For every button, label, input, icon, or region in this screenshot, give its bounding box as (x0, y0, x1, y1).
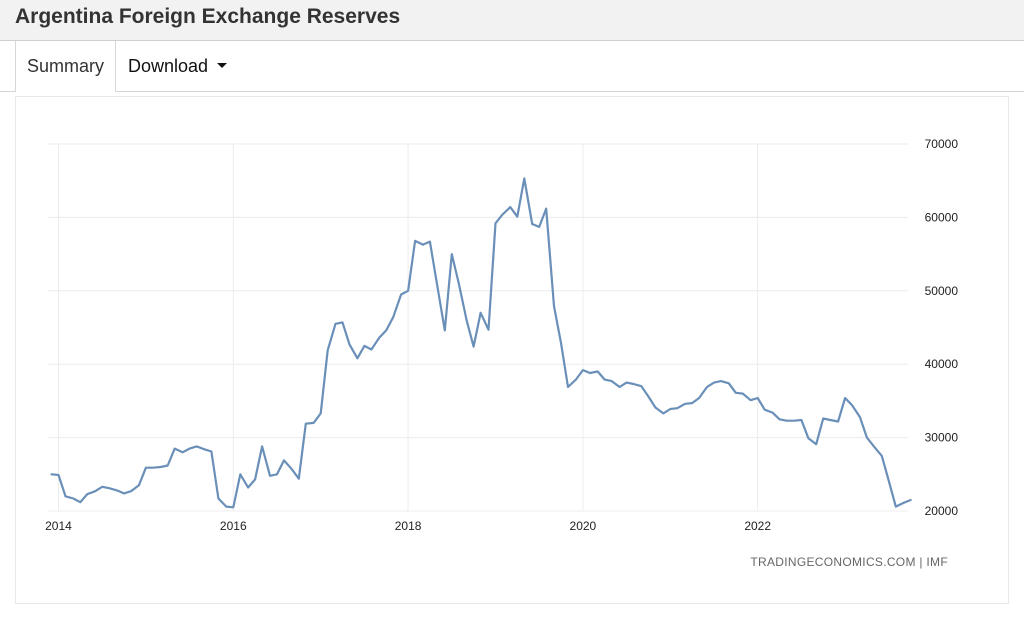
y-tick-label: 70000 (925, 137, 959, 151)
x-tick-label: 2016 (220, 519, 247, 533)
tab-bar: Summary Download (0, 41, 1024, 92)
y-tick-label: 40000 (925, 357, 959, 371)
y-axis-ticks: 20000 30000 40000 50000 60000 70000 (925, 137, 959, 518)
chart-grid (48, 143, 908, 512)
x-tick-label: 2018 (395, 519, 422, 533)
download-dropdown-button[interactable]: Download (128, 41, 228, 91)
y-tick-label: 20000 (925, 504, 959, 518)
download-label: Download (128, 56, 209, 76)
x-axis-ticks: 2014 2016 2018 2020 2022 (45, 519, 771, 533)
source-label: TRADINGECONOMICS.COM | IMF (750, 555, 948, 569)
caret-down-icon (217, 62, 228, 68)
page-title: Argentina Foreign Exchange Reserves (15, 5, 401, 28)
x-tick-label: 2020 (570, 519, 597, 533)
tab-summary[interactable]: Summary (15, 41, 116, 92)
y-tick-label: 50000 (925, 284, 959, 298)
y-tick-label: 30000 (925, 431, 959, 445)
series-line (50, 177, 912, 509)
x-tick-label: 2014 (45, 519, 72, 533)
x-tick-label: 2022 (744, 519, 771, 533)
header-bar: Argentina Foreign Exchange Reserves (0, 0, 1024, 41)
y-tick-label: 60000 (925, 210, 959, 224)
chart-panel (15, 96, 1009, 604)
series-group (50, 177, 912, 509)
